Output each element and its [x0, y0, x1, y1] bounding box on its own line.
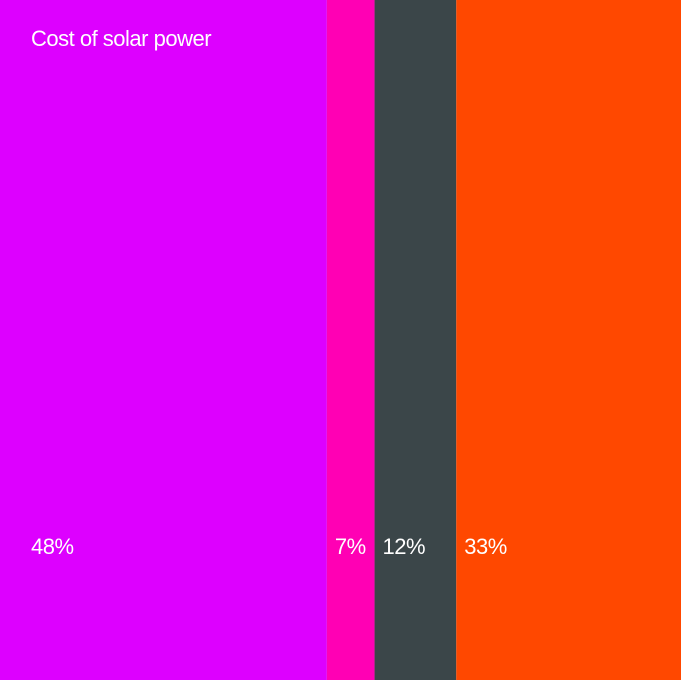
labels: 48% 7% 12% 33%: [31, 534, 507, 559]
segment: [456, 0, 681, 680]
chart-title: Cost of solar power: [31, 26, 211, 51]
value-label: 12%: [383, 534, 426, 559]
value-label: 33%: [464, 534, 507, 559]
value-label: 48%: [31, 534, 74, 559]
segment: [0, 0, 327, 680]
segment: [374, 0, 457, 680]
value-label: 7%: [335, 534, 366, 559]
segment: [326, 0, 375, 680]
